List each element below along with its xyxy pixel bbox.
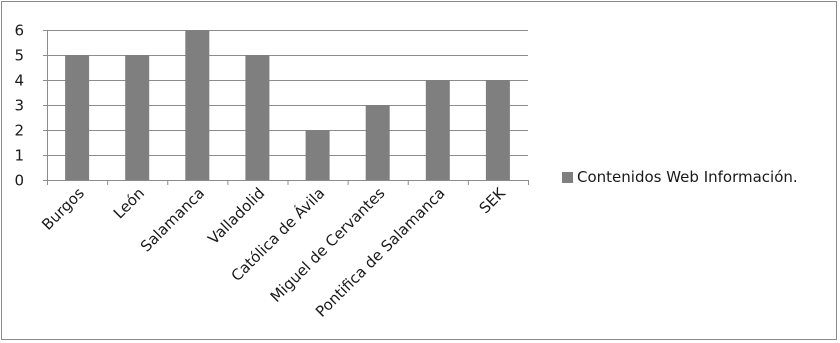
legend: Contenidos Web Información. bbox=[562, 168, 798, 186]
x-tick-label: Miguel de Cervantes bbox=[267, 184, 389, 306]
bar bbox=[125, 55, 150, 180]
bar bbox=[365, 105, 390, 180]
bar bbox=[185, 30, 210, 180]
legend-swatch bbox=[562, 171, 573, 183]
x-tick-label: Burgos bbox=[38, 184, 88, 234]
y-tick-label: 5 bbox=[14, 47, 24, 65]
legend-label: Contenidos Web Información. bbox=[577, 168, 798, 186]
x-tick-label: Valladolid bbox=[204, 184, 268, 248]
bar bbox=[245, 55, 270, 180]
y-tick-label: 1 bbox=[14, 147, 24, 165]
bar bbox=[305, 130, 330, 180]
x-tick-label: SEK bbox=[476, 183, 510, 217]
bars bbox=[65, 30, 510, 180]
x-tick-label: Salamanca bbox=[137, 184, 208, 255]
y-tick-label: 0 bbox=[14, 172, 24, 190]
x-tick-label: León bbox=[110, 184, 148, 222]
gridlines bbox=[47, 30, 528, 156]
axes bbox=[43, 30, 529, 185]
bar bbox=[485, 80, 510, 180]
y-tick-label: 6 bbox=[14, 22, 24, 40]
y-tick-label: 2 bbox=[14, 122, 24, 140]
bar bbox=[65, 55, 90, 180]
y-tick-label: 4 bbox=[14, 72, 24, 90]
bar bbox=[425, 80, 450, 180]
y-tick-label: 3 bbox=[14, 97, 24, 115]
y-tick-labels: 0 1 2 3 4 5 6 bbox=[14, 22, 24, 190]
